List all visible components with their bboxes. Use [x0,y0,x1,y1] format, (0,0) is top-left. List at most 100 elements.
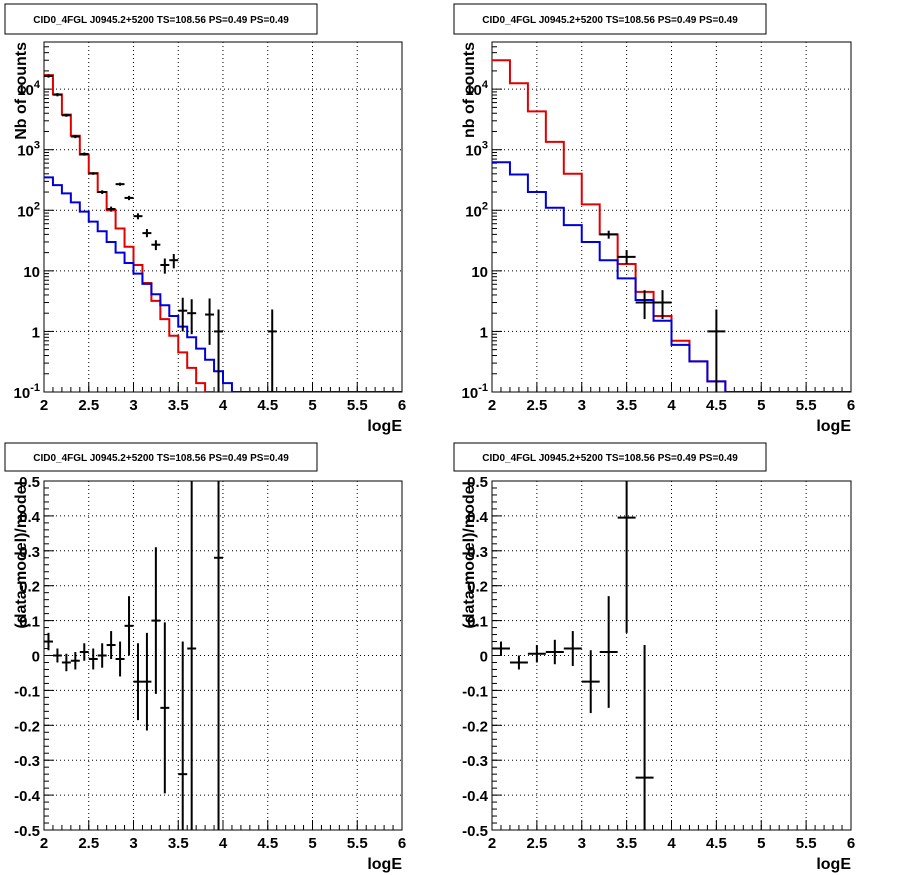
residual-point [187,481,197,830]
x-tick-label: 2 [40,835,48,852]
x-tick-label: 5.5 [347,835,368,852]
x-tick-label: 2.5 [526,835,547,852]
chart-title: CID0_4FGL J0945.2+5200 TS=108.56 PS=0.49… [33,453,289,464]
panel-top-left-counts: 2 2.5 3 3.5 4 4.5 5 5.5 6 10-1 1 10 102 103 104 logE Nb … [4,3,406,435]
y-tick-label: 10 [23,264,40,281]
y-tick-label: 0.5 [467,474,488,491]
y-tick-label: 102 [465,200,488,220]
panel-bottom-right-residuals: 2 2.5 3 3.5 4 4.5 5 5.5 6 -0.5 -0.4 -0.3 -0.2 -0.1 0 0.… [453,442,855,873]
y-tick-label: 0.3 [467,544,488,561]
data-point [707,309,726,392]
data-point [178,297,188,332]
x-tick-label: 5.5 [796,835,817,852]
y-tick-label: 1 [480,324,488,341]
x-axis-title: logE [367,856,402,873]
x-tick-label: 2.5 [78,835,99,852]
y-tick-label: 103 [17,140,40,160]
data-point [61,113,71,117]
data-point [187,299,197,335]
y-tick-label: -0.4 [462,788,489,805]
y-tick-label: -0.5 [462,823,488,840]
y-tick-label: 104 [17,79,41,99]
data-point [44,74,53,78]
x-tick-label: 3.5 [616,835,637,852]
total-model-histogram [492,59,727,392]
data-point [599,230,618,239]
title-box [453,3,767,35]
residual-point [115,641,125,677]
y-tick-label: 0.2 [19,579,40,596]
x-tick-label: 3 [129,397,137,414]
panel-bottom-left-residuals: 2 2.5 3 3.5 4 4.5 5 5.5 6 -0.5 -0.4 -0.3 -0.2 -0.1 0 0.… [4,442,406,873]
y-tick-label: -0.3 [14,753,40,770]
x-tick-label: 3 [578,397,586,414]
residual-point [142,632,152,731]
x-tick-label: 3 [129,835,137,852]
y-axis-title: Nb of counts [13,42,30,140]
y-tick-label: 0.5 [19,474,40,491]
residual-point [97,643,107,668]
background-model-histogram [492,161,851,392]
y-tick-label: -0.2 [462,718,488,735]
data-point [79,152,89,156]
x-tick-label: 5 [308,835,316,852]
residual-point [581,650,600,714]
y-tick-label: -0.3 [462,753,488,770]
residual-point [52,648,62,663]
y-tick-label: 10 [471,264,488,281]
x-tick-label: 4 [667,835,676,852]
data-point [214,309,223,392]
y-tick-label: 1 [32,324,40,341]
x-tick-label: 3.5 [616,397,637,414]
data-point [133,213,143,220]
title-box [453,442,767,472]
x-tick-label: 6 [847,397,855,414]
y-axis-title: (data-model)/model [13,481,30,629]
data-point [169,253,179,269]
x-tick-label: 3.5 [168,397,189,414]
data-point [160,258,170,274]
y-tick-label: 0 [480,649,488,666]
y-tick-label: 103 [465,140,488,160]
x-tick-label: 4 [219,397,228,414]
plot-frame [43,480,403,831]
residual-point [70,652,80,670]
x-tick-label: 2 [488,835,496,852]
x-tick-label: 4.5 [706,397,727,414]
y-tick-label: -0.4 [14,788,41,805]
data-point [115,182,125,186]
x-tick-label: 4.5 [257,835,278,852]
x-tick-label: 2.5 [78,397,99,414]
data-layer [492,59,851,392]
chart-title: CID0_4FGL J0945.2+5200 TS=108.56 PS=0.49… [482,453,738,464]
residual-point [106,631,116,659]
y-tick-label: 0.1 [467,614,488,631]
x-tick-label: 4 [667,397,676,414]
plot-frame [491,41,852,393]
residual-point [133,643,143,721]
data-layer [44,74,402,392]
x-tick-label: 6 [398,397,406,414]
y-axis-title: nb of counts [461,42,478,138]
x-tick-label: 5.5 [796,397,817,414]
residual-point [79,643,89,661]
data-point [88,172,98,175]
data-point [267,309,277,392]
residual-point [527,645,546,663]
x-tick-label: 2.5 [526,397,547,414]
residual-point [563,631,582,666]
x-tick-label: 3.5 [168,835,189,852]
y-tick-label: 0.4 [19,509,41,526]
chart-title: CID0_4FGL J0945.2+5200 TS=108.56 PS=0.49… [33,15,289,26]
y-tick-label: 10-1 [14,382,40,402]
y-tick-label: -0.5 [14,823,40,840]
residual-point [151,547,161,694]
data-point [151,240,161,251]
x-tick-label: 5.5 [347,397,368,414]
data-layer [44,481,223,830]
x-tick-label: 4.5 [706,835,727,852]
data-point [124,195,134,201]
title-box [4,442,318,472]
x-tick-label: 5 [757,397,765,414]
